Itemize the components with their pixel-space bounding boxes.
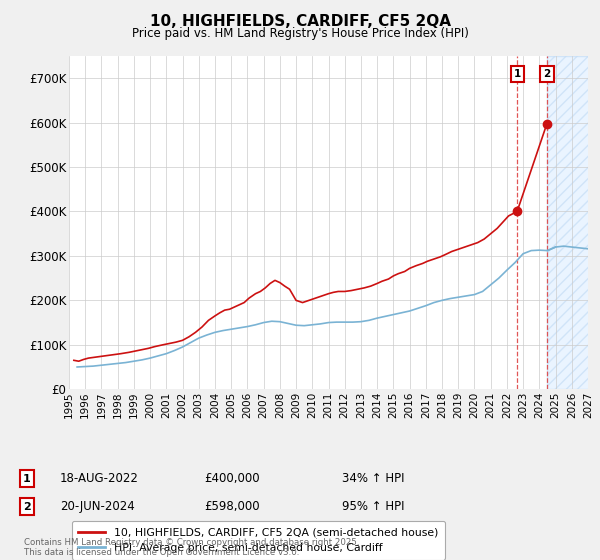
Text: £598,000: £598,000 [204,500,260,514]
Text: 34% ↑ HPI: 34% ↑ HPI [342,472,404,486]
Text: 2: 2 [23,502,31,512]
Bar [547,56,591,389]
Text: 20-JUN-2024: 20-JUN-2024 [60,500,135,514]
Text: 2: 2 [544,69,551,80]
Text: 95% ↑ HPI: 95% ↑ HPI [342,500,404,514]
Legend: 10, HIGHFIELDS, CARDIFF, CF5 2QA (semi-detached house), HPI: Average price, semi: 10, HIGHFIELDS, CARDIFF, CF5 2QA (semi-d… [72,521,445,559]
Bar [547,56,591,389]
Text: 1: 1 [514,69,521,80]
Text: Contains HM Land Registry data © Crown copyright and database right 2025.
This d: Contains HM Land Registry data © Crown c… [24,538,359,557]
Text: 10, HIGHFIELDS, CARDIFF, CF5 2QA: 10, HIGHFIELDS, CARDIFF, CF5 2QA [149,14,451,29]
Text: £400,000: £400,000 [204,472,260,486]
Text: 1: 1 [23,474,31,484]
Text: Price paid vs. HM Land Registry's House Price Index (HPI): Price paid vs. HM Land Registry's House … [131,27,469,40]
Text: 18-AUG-2022: 18-AUG-2022 [60,472,139,486]
